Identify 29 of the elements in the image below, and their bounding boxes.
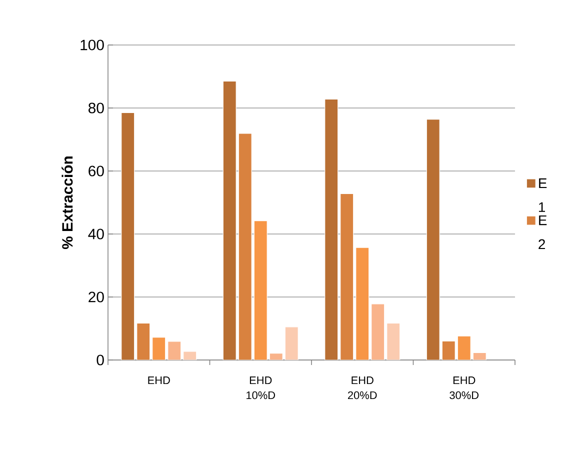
y-tick-label: 0: [96, 354, 104, 366]
bar: [168, 341, 182, 360]
bar: [254, 220, 268, 360]
bar: [457, 336, 471, 360]
bar: [386, 322, 400, 360]
bar: [356, 247, 370, 360]
bar: [136, 322, 150, 360]
bar: [284, 326, 298, 360]
bar: [238, 133, 252, 360]
y-tick-label: 40: [88, 228, 104, 240]
y-tick-label: 60: [88, 166, 104, 176]
x-tick-label: EHD: [148, 376, 170, 384]
x-tick-label: EHD 10%D: [246, 376, 276, 400]
x-tick-label: EHD 30%D: [450, 376, 479, 400]
y-axis-title: % Extracción: [62, 156, 73, 250]
bar: [340, 193, 354, 360]
bar: [371, 304, 385, 360]
y-tick-label: 20: [88, 292, 104, 302]
bar: [121, 112, 135, 360]
x-tick-label: EHD 20%D: [348, 376, 377, 400]
y-tick-label: 100: [80, 40, 104, 50]
bar: [426, 119, 440, 360]
legend-label: E 1: [538, 178, 547, 212]
bar: [442, 340, 456, 360]
bar: [324, 98, 338, 360]
legend-label: E 2: [538, 215, 547, 249]
bar: [222, 80, 236, 360]
bar: [152, 337, 166, 360]
y-tick-label: 80: [88, 102, 104, 114]
